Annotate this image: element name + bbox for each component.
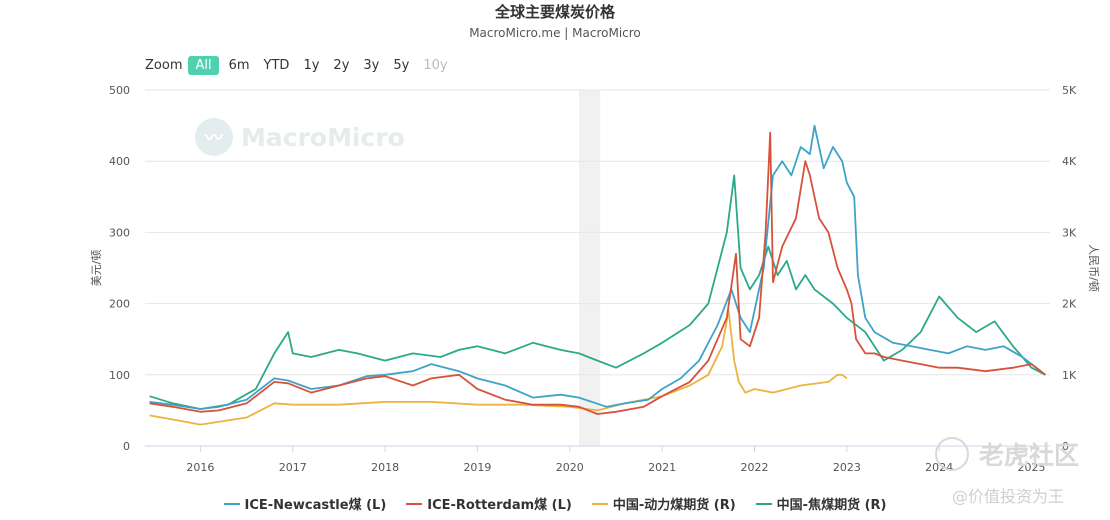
legend-item-rotterdam[interactable]: ICE-Rotterdam煤 (L) [406, 494, 572, 513]
tiger-logo-icon [935, 437, 969, 471]
x-tick-label: 2019 [463, 461, 491, 474]
x-tick-label: 2018 [371, 461, 399, 474]
legend-item-coking-futures[interactable]: 中国-焦煤期货 (R) [755, 494, 887, 513]
x-tick-label: 2025 [1018, 461, 1046, 474]
legend-label-rotterdam: ICE-Rotterdam煤 (L) [427, 498, 572, 513]
legend-swatch-thermal-futures [591, 502, 608, 505]
chart-subtitle: MacroMicro.me | MacroMicro [469, 26, 641, 40]
legend-swatch-coking-futures [755, 502, 772, 505]
zoom-5y-button[interactable]: 5y [393, 57, 410, 73]
legend-swatch-newcastle [223, 502, 240, 505]
zoom-6m-button[interactable]: 6m [228, 57, 250, 73]
zoom-label: Zoom [145, 57, 183, 73]
y-right-tick-label: 4K [1062, 155, 1077, 168]
legend-label-coking-futures: 中国-焦煤期货 (R) [776, 498, 887, 513]
zoom-10y-button[interactable]: 10y [423, 57, 448, 73]
y-left-tick-label: 100 [109, 369, 130, 382]
series-line-1 [149, 131, 1046, 415]
tiger-watermark-text: 老虎社区 [979, 441, 1080, 470]
x-tick-label: 2016 [186, 461, 214, 474]
x-tick-label: 2022 [740, 461, 768, 474]
shaded-region [579, 90, 601, 446]
y-right-tick-label: 2K [1062, 298, 1077, 311]
chart-title: 全球主要煤炭价格 [494, 3, 615, 21]
macromicro-watermark: 〰 MacroMicro [195, 118, 405, 156]
y-right-axis-label: 人民币/顿 [1087, 244, 1101, 292]
y-right-tick-label: 3K [1062, 226, 1077, 239]
y-left-tick-label: 500 [109, 84, 130, 97]
y-right-tick-label: 0 [1062, 440, 1069, 453]
x-tick-label: 2020 [556, 461, 584, 474]
macromicro-logo-icon: 〰 [195, 118, 233, 156]
macromicro-watermark-text: MacroMicro [241, 122, 405, 152]
legend-label-thermal-futures: 中国-动力煤期货 (R) [612, 498, 736, 513]
zoom-3y-button[interactable]: 3y [363, 57, 380, 73]
y-left-tick-label: 300 [109, 226, 130, 239]
y-right-tick-label: 5K [1062, 84, 1077, 97]
x-tick-label: 2021 [648, 461, 676, 474]
x-tick-label: 2017 [279, 461, 307, 474]
zoom-bar: Zoom All 6m YTD 1y 2y 3y 5y 10y [145, 54, 458, 76]
zoom-all-button[interactable]: All [188, 55, 219, 75]
y-left-axis-label: 美元/顿 [89, 250, 103, 287]
zoom-ytd-button[interactable]: YTD [263, 57, 290, 73]
x-tick-label: 2023 [833, 461, 861, 474]
legend-item-newcastle[interactable]: ICE-Newcastle煤 (L) [223, 494, 387, 513]
legend-swatch-rotterdam [406, 502, 423, 505]
series-line-2 [149, 309, 848, 426]
series-line-3 [149, 174, 1046, 410]
chart-legend: ICE-Newcastle煤 (L) ICE-Rotterdam煤 (L) 中国… [0, 494, 1110, 513]
zoom-2y-button[interactable]: 2y [333, 57, 350, 73]
author-handle-watermark: @价值投资为王 [952, 487, 1065, 506]
tiger-watermark: 老虎社区 [935, 436, 1079, 472]
zoom-1y-button[interactable]: 1y [303, 57, 320, 73]
y-left-tick-label: 200 [109, 298, 130, 311]
y-right-tick-label: 1K [1062, 369, 1077, 382]
y-left-tick-label: 400 [109, 155, 130, 168]
legend-label-newcastle: ICE-Newcastle煤 (L) [244, 498, 387, 513]
legend-item-thermal-futures[interactable]: 中国-动力煤期货 (R) [591, 494, 736, 513]
y-left-tick-label: 0 [123, 440, 130, 453]
